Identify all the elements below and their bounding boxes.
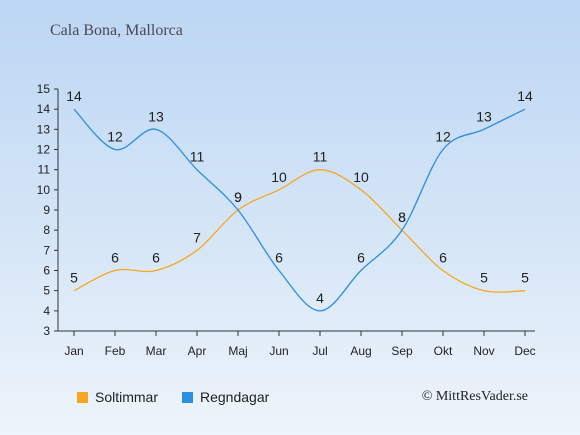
x-tick-label: Sep xyxy=(391,344,413,358)
legend-swatch-regndagar xyxy=(182,391,193,403)
y-tick-label: 5 xyxy=(43,284,50,298)
data-label-regndagar: 12 xyxy=(435,129,451,145)
y-tick-label: 15 xyxy=(37,82,51,96)
data-label-soltimmar: 6 xyxy=(111,250,119,266)
data-label-soltimmar: 5 xyxy=(521,270,529,286)
data-label-soltimmar: 10 xyxy=(271,169,287,185)
data-label-regndagar: 13 xyxy=(476,108,492,124)
data-label-soltimmar: 9 xyxy=(234,189,242,205)
data-label-soltimmar: 11 xyxy=(313,149,328,165)
legend-label-soltimmar: Soltimmar xyxy=(95,389,159,405)
data-label-soltimmar: 10 xyxy=(353,169,369,185)
x-tick-label: Feb xyxy=(105,344,126,358)
x-tick-label: Okt xyxy=(434,344,453,358)
data-label-regndagar: 6 xyxy=(275,250,283,266)
y-tick-label: 12 xyxy=(37,143,51,157)
legend-swatch-soltimmar xyxy=(77,391,88,403)
legend-item-regndagar: Regndagar xyxy=(182,389,269,405)
y-tick-label: 3 xyxy=(43,324,50,338)
data-label-soltimmar: 6 xyxy=(439,250,447,266)
data-label-regndagar: 12 xyxy=(107,129,123,145)
y-tick-label: 8 xyxy=(43,223,50,237)
chart-title: Cala Bona, Mallorca xyxy=(50,22,183,39)
x-tick-label: Aug xyxy=(350,344,371,358)
y-tick-label: 4 xyxy=(43,304,50,318)
y-tick-label: 6 xyxy=(43,264,50,278)
data-label-regndagar: 4 xyxy=(316,290,324,306)
data-label-soltimmar: 8 xyxy=(398,209,406,225)
data-label-regndagar: 11 xyxy=(190,149,205,165)
data-label-regndagar: 14 xyxy=(66,88,82,104)
data-label-regndagar: 6 xyxy=(357,250,365,266)
data-label-regndagar: 13 xyxy=(148,108,164,124)
data-label-soltimmar: 5 xyxy=(70,270,78,286)
x-tick-label: Mar xyxy=(146,344,167,358)
y-tick-label: 10 xyxy=(37,183,51,197)
series-line-soltimmar xyxy=(73,169,526,293)
data-label-soltimmar: 7 xyxy=(193,229,201,245)
data-label-regndagar: 14 xyxy=(517,88,533,104)
y-tick-label: 7 xyxy=(43,243,50,257)
legend-label-regndagar: Regndagar xyxy=(200,389,270,405)
data-label-soltimmar: 5 xyxy=(480,270,488,286)
copyright-text: © MittResVader.se xyxy=(421,389,528,404)
data-label-regndagar: 9 xyxy=(234,189,242,205)
y-tick-label: 11 xyxy=(38,163,51,177)
y-tick-label: 13 xyxy=(37,122,51,136)
y-tick-label: 14 xyxy=(37,102,51,116)
x-tick-label: Jan xyxy=(64,344,83,358)
x-tick-label: Maj xyxy=(228,344,247,358)
x-tick-label: Dec xyxy=(514,344,535,358)
x-tick-label: Apr xyxy=(188,344,207,358)
legend-item-soltimmar: Soltimmar xyxy=(77,389,158,405)
data-label-regndagar: 8 xyxy=(398,209,406,225)
x-tick-label: Jun xyxy=(269,344,288,358)
x-tick-label: Jul xyxy=(312,344,327,358)
x-tick-label: Nov xyxy=(473,344,494,358)
series-line-regndagar xyxy=(73,108,526,312)
data-label-soltimmar: 6 xyxy=(152,250,160,266)
y-tick-label: 9 xyxy=(43,203,50,217)
